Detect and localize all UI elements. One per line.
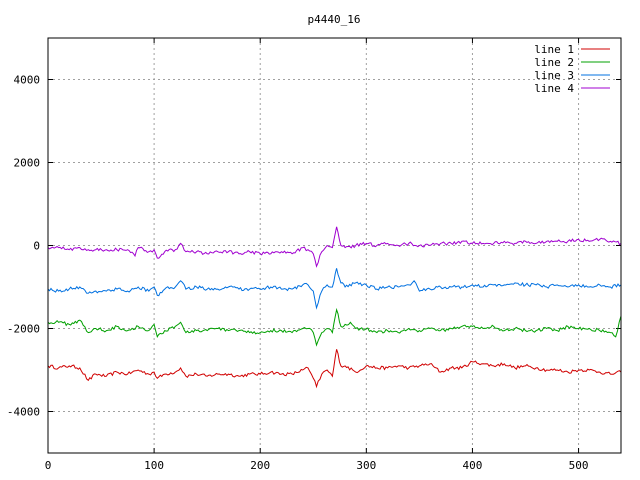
y-tick-label: -4000 bbox=[7, 406, 40, 419]
y-tick-label: 4000 bbox=[14, 74, 41, 87]
legend-label: line 4 bbox=[534, 82, 574, 95]
x-tick-label: 500 bbox=[569, 459, 589, 472]
series-line-2 bbox=[47, 307, 622, 347]
legend-label: line 3 bbox=[534, 69, 574, 82]
x-tick-label: 100 bbox=[144, 459, 164, 472]
legend-label: line 1 bbox=[534, 43, 574, 56]
x-tick-label: 400 bbox=[463, 459, 483, 472]
series-group bbox=[47, 226, 622, 389]
x-tick-label: 0 bbox=[45, 459, 52, 472]
series-line-3 bbox=[47, 268, 622, 310]
y-tick-label: 2000 bbox=[14, 157, 41, 170]
x-tick-label: 300 bbox=[356, 459, 376, 472]
x-tick-label: 200 bbox=[250, 459, 270, 472]
y-tick-label: 0 bbox=[33, 240, 40, 253]
grid bbox=[48, 38, 621, 453]
chart-title: p4440_16 bbox=[308, 13, 361, 26]
axis-ticks: 0 100 200 300 400 500 -4000 -2000 0 2000 4000 bbox=[7, 38, 621, 472]
series-line-4 bbox=[47, 226, 622, 268]
series-line-1 bbox=[47, 349, 622, 389]
y-tick-label: -2000 bbox=[7, 323, 40, 336]
plot-frame bbox=[47, 37, 622, 454]
legend-label: line 2 bbox=[534, 56, 574, 69]
